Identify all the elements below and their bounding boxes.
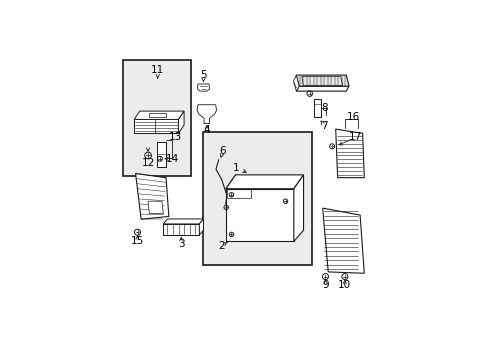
Text: 10: 10 [338,280,351,290]
Polygon shape [163,224,199,235]
Polygon shape [335,129,364,177]
Text: 4: 4 [203,125,210,135]
Polygon shape [314,99,321,117]
Text: 13: 13 [168,132,182,143]
Polygon shape [296,86,348,91]
Polygon shape [293,175,303,242]
Text: 1: 1 [232,163,239,173]
Text: 9: 9 [322,280,328,290]
Polygon shape [178,111,183,133]
Polygon shape [163,219,203,224]
Text: 11: 11 [151,64,164,75]
Text: 6: 6 [219,146,226,156]
Bar [203,132,311,265]
Text: 12: 12 [141,158,154,168]
Text: 16: 16 [346,112,360,122]
Text: 7: 7 [320,121,326,131]
Polygon shape [225,189,293,242]
Bar [123,60,191,176]
Text: 5: 5 [200,70,206,80]
Polygon shape [157,141,165,167]
Text: 8: 8 [320,103,326,113]
Text: 3: 3 [178,239,184,249]
Polygon shape [134,120,178,133]
Polygon shape [293,75,299,91]
Polygon shape [134,111,183,120]
Text: 2: 2 [218,240,224,251]
Text: 15: 15 [131,235,144,246]
Bar [149,113,166,117]
Polygon shape [197,84,209,91]
Polygon shape [296,75,348,86]
Polygon shape [225,175,303,189]
Polygon shape [148,201,163,214]
Polygon shape [199,219,203,235]
Polygon shape [135,174,168,219]
Text: 17: 17 [348,132,361,142]
Polygon shape [197,105,216,123]
Text: 14: 14 [165,154,179,164]
Polygon shape [322,208,364,273]
